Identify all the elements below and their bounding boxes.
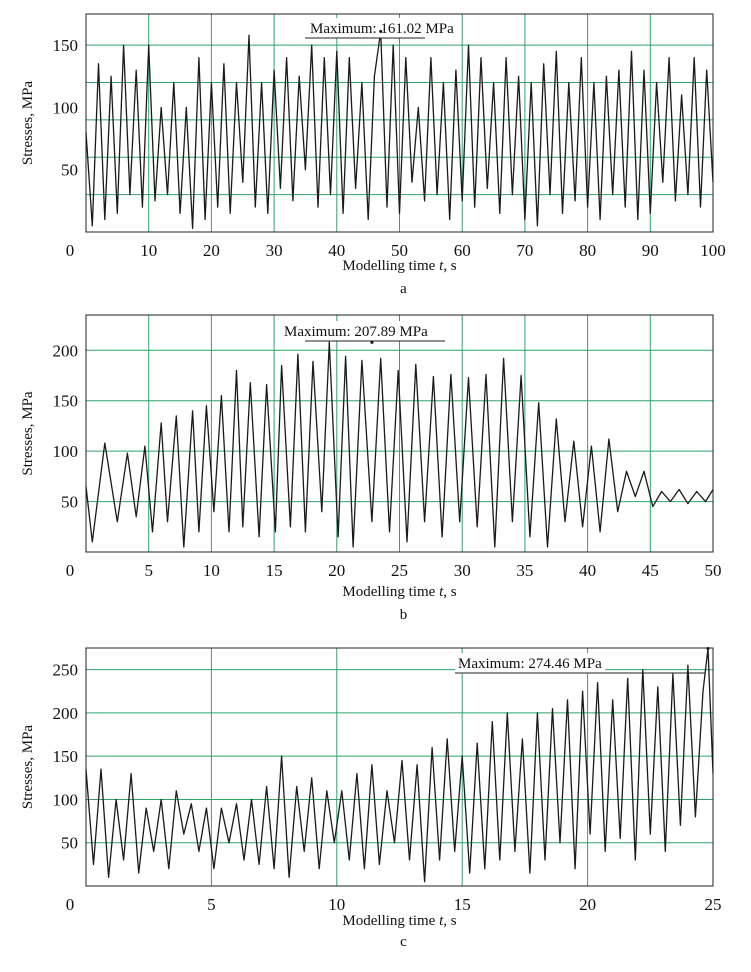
x-axis-label: Modelling time t, s (342, 913, 456, 929)
y-tick-label: 100 (53, 98, 79, 117)
x-tick-label: 35 (516, 561, 533, 580)
y-axis-label: Stresses, MPa (20, 725, 36, 810)
maximum-point (370, 340, 374, 344)
x-tick-label: 25 (705, 895, 722, 914)
y-axis-label: Stresses, MPa (20, 391, 36, 476)
x-tick-label: 45 (642, 561, 659, 580)
x-tick-label: 0 (66, 895, 75, 914)
chart-panel-a: 0 10 20 30 40 50 60 70 80 90 100 50 100 150 Stresses, … (20, 13, 726, 297)
plot-frame (85, 13, 714, 233)
x-tick-label: 15 (454, 895, 471, 914)
annotation-background (307, 18, 458, 38)
panel-caption: a (400, 281, 407, 297)
plot-frame (85, 647, 714, 887)
x-tick-label: 30 (454, 561, 471, 580)
y-tick-label: 150 (53, 36, 79, 55)
x-tick-label: 40 (328, 241, 345, 260)
maximum-point (379, 29, 383, 33)
y-tick-label: 200 (53, 704, 79, 723)
y-tick-label: 50 (61, 161, 78, 180)
y-tick-label: 250 (53, 661, 79, 680)
chart-panel-c: 0 5 10 15 20 25 50 100 150 200 250 Stresses, MPa Mod… (20, 646, 722, 950)
plot-frame (85, 314, 714, 553)
x-tick-label: 50 (391, 241, 408, 260)
y-tick-label: 50 (61, 493, 78, 512)
y-tick-label: 100 (53, 442, 79, 461)
annotation-background (455, 653, 606, 673)
maximum-annotation: Maximum: 274.46 MPa (458, 656, 602, 672)
x-tick-label: 10 (328, 895, 345, 914)
maximum-point (706, 646, 710, 650)
x-tick-label: 10 (140, 241, 157, 260)
series-line (85, 647, 714, 883)
series-line (85, 341, 714, 548)
x-tick-label: 30 (266, 241, 283, 260)
series-line (85, 30, 714, 229)
panel-caption: b (400, 607, 408, 623)
x-tick-label: 20 (328, 561, 345, 580)
x-tick-label: 0 (66, 561, 75, 580)
x-tick-label: 40 (579, 561, 596, 580)
x-tick-label: 25 (391, 561, 408, 580)
panel-caption: c (400, 934, 407, 950)
y-tick-label: 50 (61, 834, 78, 853)
x-tick-label: 5 (207, 895, 216, 914)
x-tick-label: 50 (705, 561, 722, 580)
y-tick-label: 200 (53, 341, 79, 360)
maximum-annotation: Maximum: 207.89 MPa (284, 324, 428, 340)
x-tick-label: 90 (642, 241, 659, 260)
x-axis-label: Modelling time t, s (342, 258, 456, 274)
x-tick-label: 15 (266, 561, 283, 580)
y-tick-label: 100 (53, 790, 79, 809)
x-tick-label: 80 (579, 241, 596, 260)
y-tick-label: 150 (53, 747, 79, 766)
x-axis-label: Modelling time t, s (342, 584, 456, 600)
x-tick-label: 20 (203, 241, 220, 260)
chart-panel-b: 0 5 10 15 20 25 30 35 40 45 50 50 100 150 200 Stresses,… (20, 314, 722, 623)
y-tick-label: 150 (53, 392, 79, 411)
y-axis-label: Stresses, MPa (20, 81, 36, 166)
x-tick-label: 5 (144, 561, 153, 580)
maximum-annotation: Maximum: 161.02 MPa (310, 21, 454, 37)
x-tick-label: 70 (516, 241, 533, 260)
x-tick-label: 10 (203, 561, 220, 580)
x-tick-label: 20 (579, 895, 596, 914)
x-tick-label: 0 (66, 241, 75, 260)
annotation-background (281, 321, 432, 341)
x-tick-label: 100 (700, 241, 726, 260)
x-tick-label: 60 (454, 241, 471, 260)
